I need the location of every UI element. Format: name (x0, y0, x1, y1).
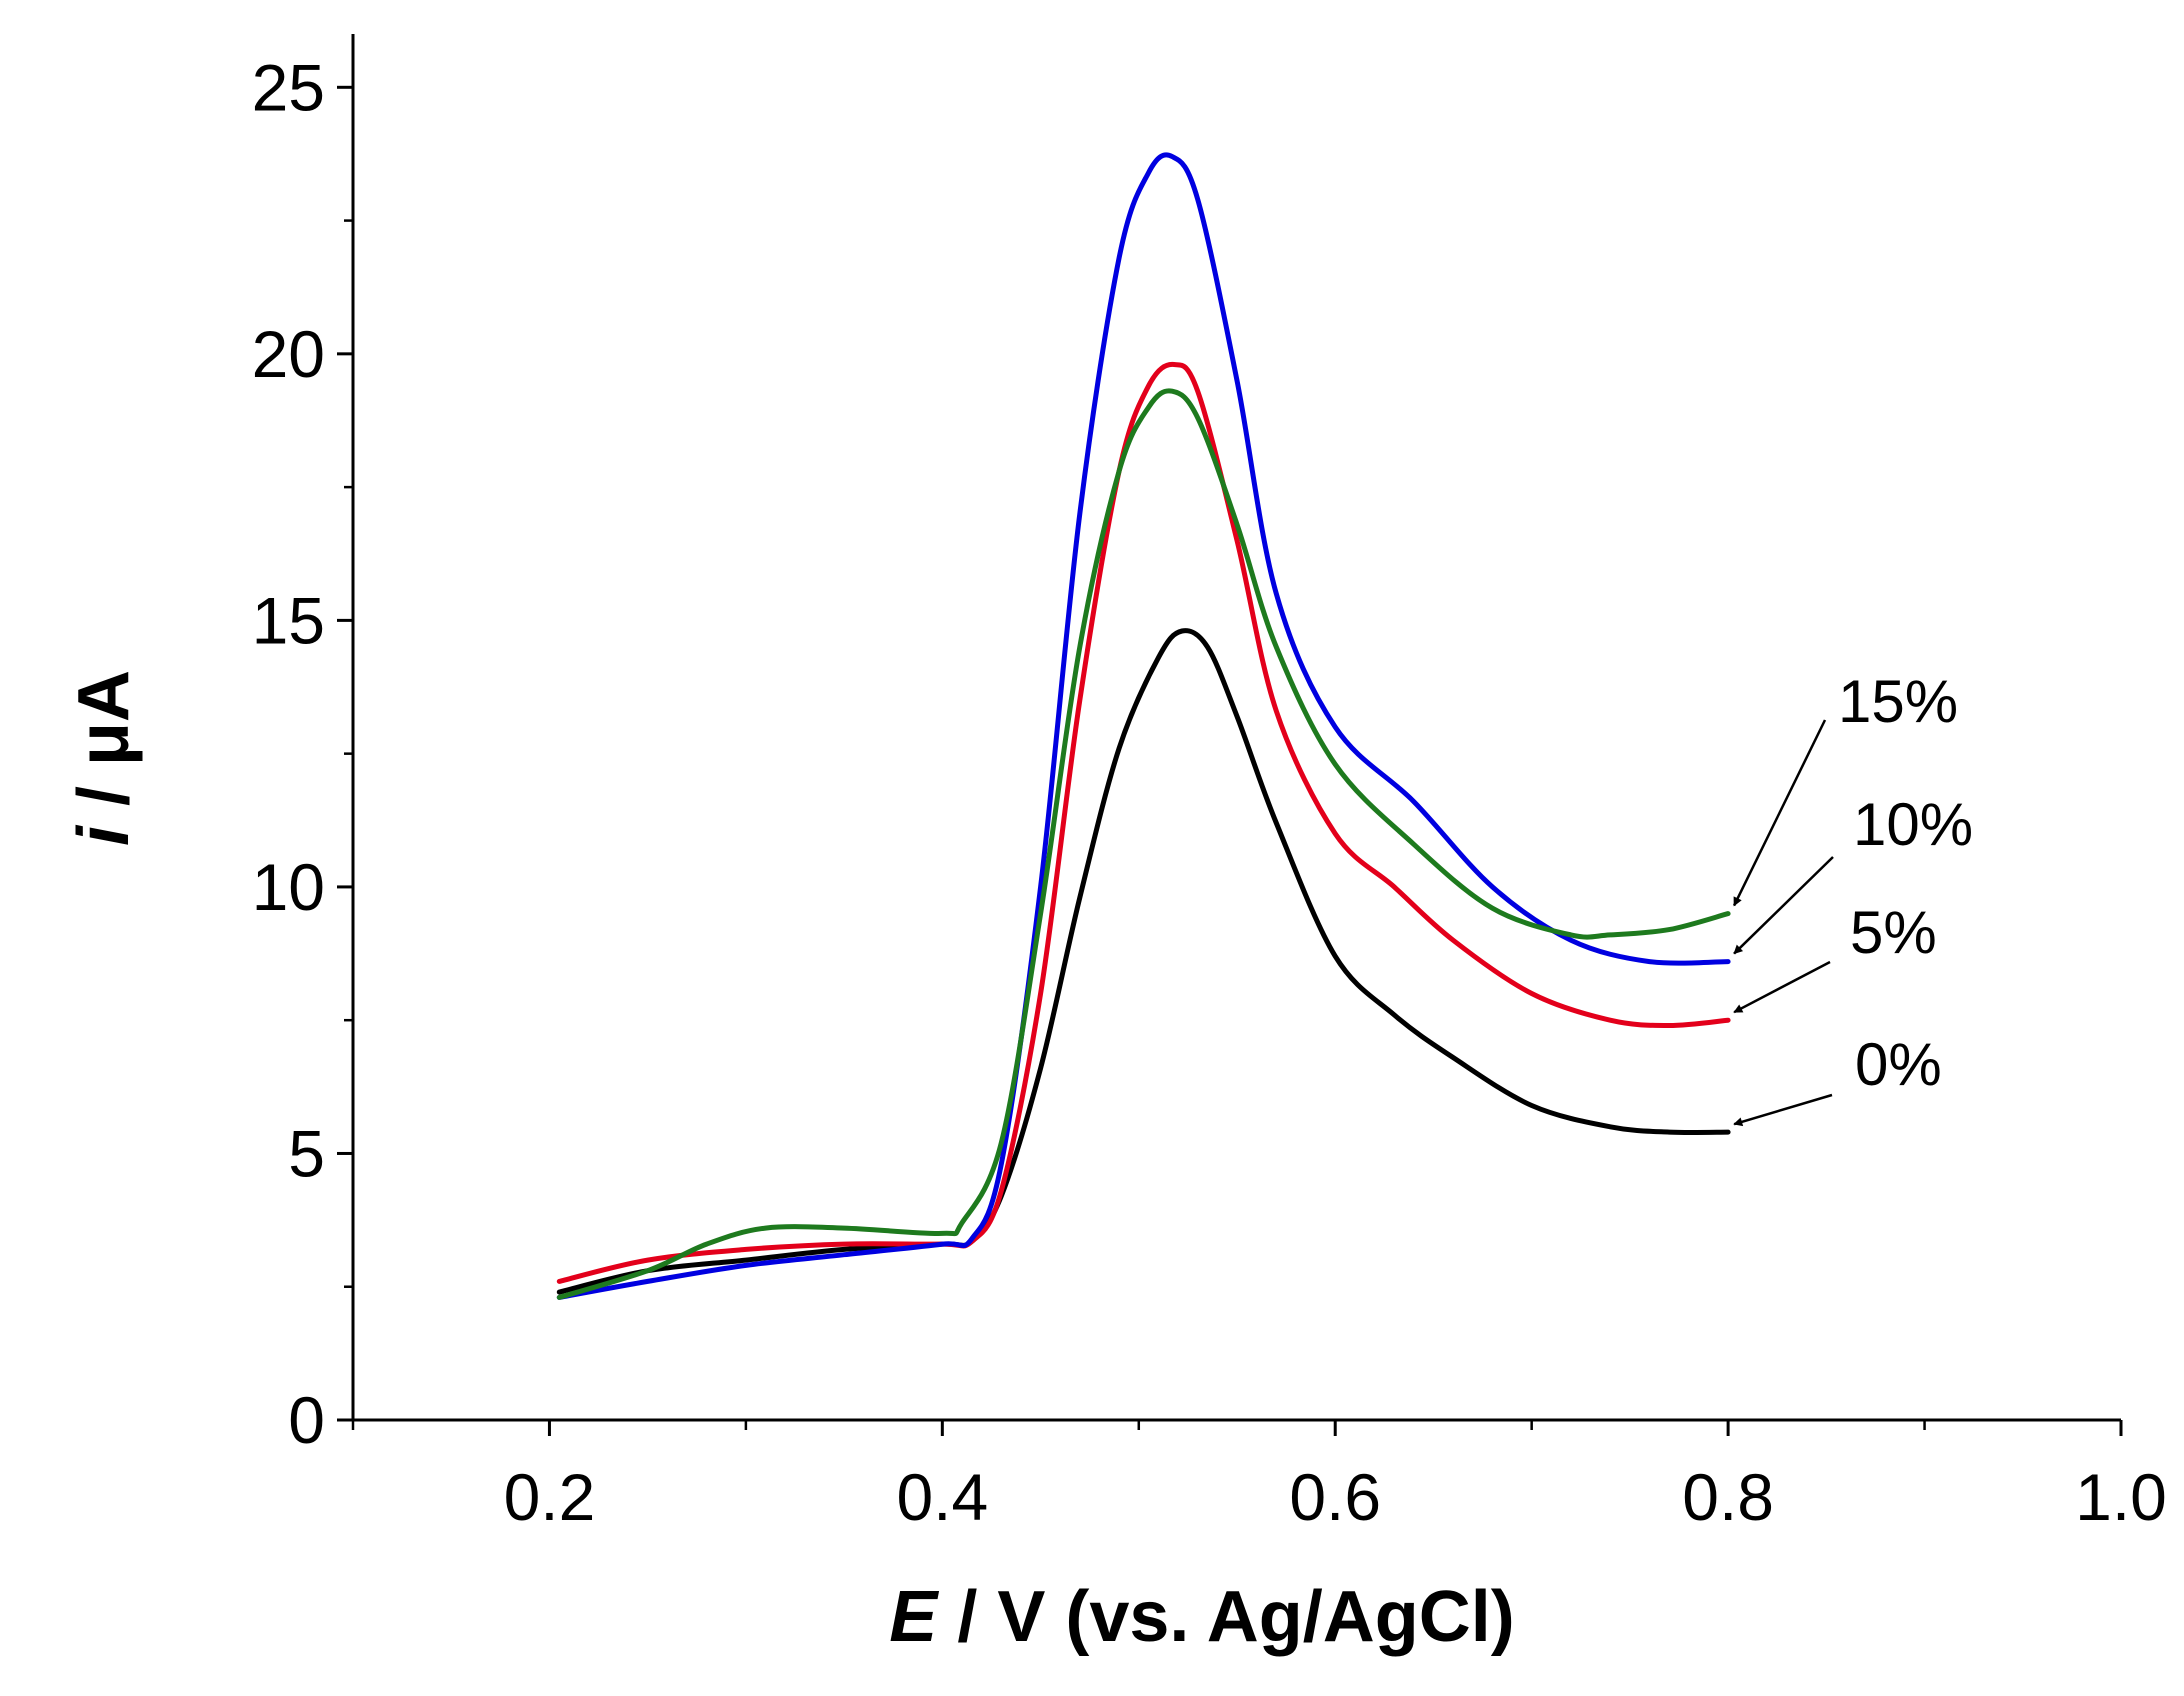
series-line-10pct (556, 152, 1731, 1300)
annotation-arrow (1733, 960, 1831, 1014)
axes: 0 5 10 15 20 25 0.2 0.4 0.6 0.8 1.0 (252, 34, 2167, 1534)
annotation-label: 15% (1838, 668, 1958, 735)
y-tick-label: 5 (288, 1116, 325, 1190)
annotation-label: 10% (1853, 791, 1973, 858)
annotation-label: 5% (1850, 899, 1937, 966)
x-tick-label: 0.4 (896, 1460, 988, 1534)
x-axis-title-symbol: E (889, 1577, 939, 1657)
annotation-arrow (1733, 1093, 1833, 1127)
y-tick-label: 25 (252, 50, 325, 124)
annotations: 15% 10% 5% 0% (1732, 668, 1973, 1127)
curves (556, 152, 1731, 1300)
y-tick-label: 15 (252, 583, 325, 657)
series-line-15pct (556, 388, 1731, 1300)
y-axis-title-symbol: i (64, 824, 144, 846)
annotation-arrow (1732, 719, 1827, 907)
x-tick-label: 0.6 (1289, 1460, 1381, 1534)
x-tick-label: 0.2 (504, 1460, 596, 1534)
annotation-arrow (1733, 856, 1834, 955)
y-axis-title-rest: / μA (64, 670, 144, 826)
x-axis-title: E / V (vs. Ag/AgCl) (889, 1577, 1514, 1657)
y-ticks: 0 5 10 15 20 25 (252, 50, 353, 1457)
y-tick-label: 0 (288, 1383, 325, 1457)
x-axis-title-rest: / V (vs. Ag/AgCl) (937, 1577, 1514, 1657)
y-tick-label: 20 (252, 317, 325, 391)
annotation-label: 0% (1855, 1031, 1942, 1098)
x-ticks: 0.2 0.4 0.6 0.8 1.0 (351, 1420, 2167, 1534)
x-tick-label: 1.0 (2075, 1460, 2167, 1534)
y-tick-label: 10 (252, 850, 325, 924)
y-axis-title: i / μA (64, 670, 144, 846)
x-tick-label: 0.8 (1682, 1460, 1774, 1534)
